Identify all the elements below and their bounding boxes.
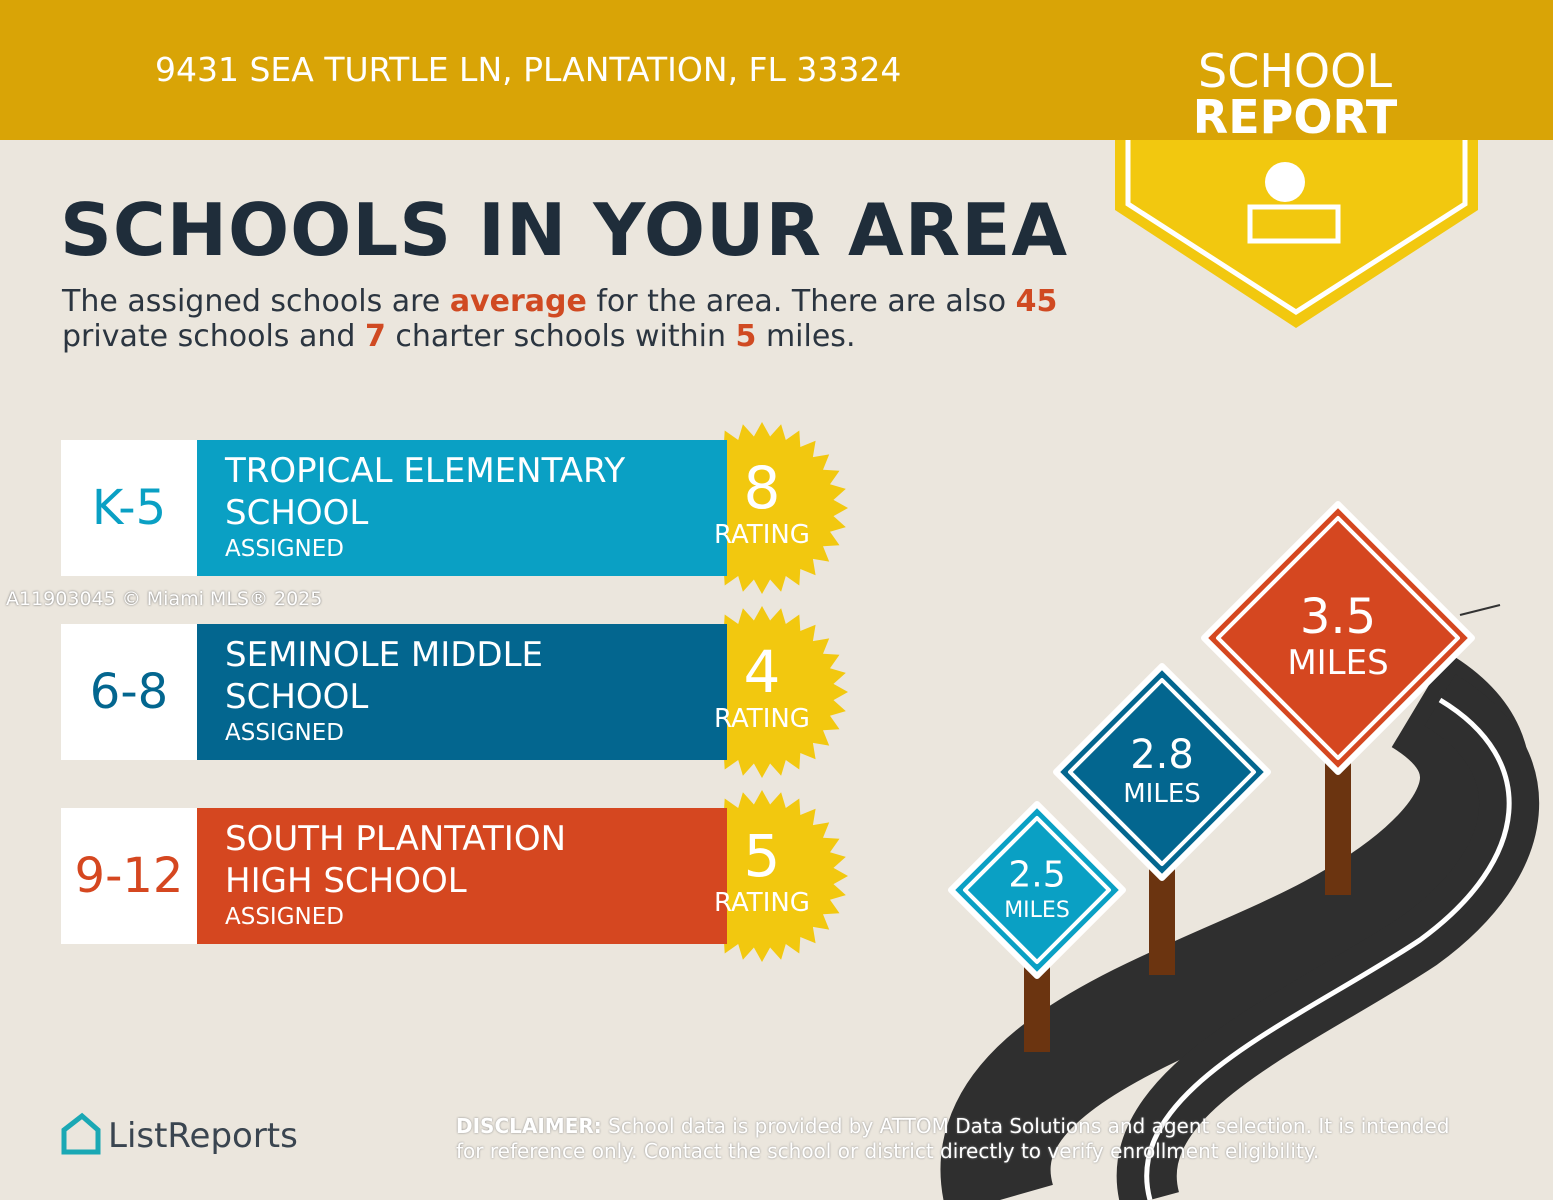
- road-line: [1459, 604, 1501, 616]
- school-band: SEMINOLE MIDDLE SCHOOL ASSIGNED: [197, 624, 727, 760]
- school-band: TROPICAL ELEMENTARY SCHOOL ASSIGNED: [197, 440, 727, 576]
- school-status: ASSIGNED: [225, 904, 344, 930]
- summary: The assigned schools are average for the…: [62, 284, 1102, 354]
- disclaimer-label: DISCLAIMER:: [456, 1114, 602, 1138]
- sign-unit: MILES: [1287, 643, 1388, 683]
- sign-distance: 2.5: [1008, 854, 1065, 895]
- school-name-line: TROPICAL ELEMENTARY: [225, 451, 626, 491]
- school-status: ASSIGNED: [225, 536, 344, 562]
- summary-text: private schools and: [62, 319, 365, 354]
- disclaimer: DISCLAIMER: School data is provided by A…: [456, 1114, 1476, 1164]
- school-status: ASSIGNED: [225, 720, 344, 746]
- badge-line: REPORT: [1192, 90, 1398, 144]
- rating-label: RATING: [714, 520, 810, 550]
- badge-border: [1125, 0, 1468, 315]
- summary-highlight: 7: [364, 319, 386, 354]
- badge-label: SCHOOL REPORT: [1130, 48, 1460, 140]
- disclaimer-text: School data is provided by ATTOM Data So…: [456, 1114, 1450, 1163]
- apple-icon: [1265, 162, 1305, 202]
- grade-level: K-5: [61, 440, 197, 576]
- logo-icon: [61, 1112, 101, 1155]
- summary-highlight: 45: [1015, 284, 1058, 319]
- rating-label: RATING: [714, 888, 810, 918]
- summary-text: charter schools within: [385, 319, 736, 354]
- school-name: TROPICAL ELEMENTARY SCHOOL: [225, 450, 625, 534]
- road-line: [1144, 697, 1512, 1200]
- sign-inner: [1068, 678, 1256, 866]
- sign-inner: [963, 816, 1111, 964]
- school-name-line: SCHOOL: [225, 677, 369, 717]
- book-icon: [1247, 204, 1341, 244]
- sign-distance: 3.5: [1300, 589, 1376, 645]
- watermark: A11903045 © Miami MLS® 2025: [6, 588, 323, 610]
- rating-label: RATING: [714, 704, 810, 734]
- school-name-line: SOUTH PLANTATION: [225, 819, 567, 859]
- sign-distance: 2.8: [1130, 732, 1194, 778]
- sign-unit: MILES: [1004, 898, 1070, 923]
- address: 9431 SEA TURTLE LN, PLANTATION, FL 33324: [155, 50, 902, 89]
- logo: ListReports: [108, 1116, 298, 1156]
- summary-text: The assigned schools are: [62, 284, 450, 319]
- summary-text: miles.: [756, 319, 856, 354]
- rating-value: 8: [743, 454, 781, 522]
- sign-inner: [1216, 516, 1460, 760]
- school-name-line: SEMINOLE MIDDLE: [225, 635, 544, 675]
- sign-unit: MILES: [1123, 779, 1201, 809]
- grade-level: 6-8: [61, 624, 197, 760]
- rating-value: 4: [743, 638, 781, 706]
- school-name: SOUTH PLANTATION HIGH SCHOOL: [225, 818, 566, 902]
- title: SCHOOLS IN YOUR AREA: [60, 188, 1069, 272]
- grade-level: 9-12: [61, 808, 197, 944]
- badge-line: SCHOOL: [1198, 44, 1392, 98]
- school-name-line: HIGH SCHOOL: [225, 861, 467, 901]
- rating-value: 5: [743, 822, 781, 890]
- header-bar: [0, 0, 1553, 140]
- school-band: SOUTH PLANTATION HIGH SCHOOL ASSIGNED: [197, 808, 727, 944]
- summary-highlight: 5: [735, 319, 757, 354]
- summary-highlight: average: [449, 284, 587, 319]
- school-name: SEMINOLE MIDDLE SCHOOL: [225, 634, 543, 718]
- summary-text: for the area. There are also: [586, 284, 1016, 319]
- school-name-line: SCHOOL: [225, 493, 369, 533]
